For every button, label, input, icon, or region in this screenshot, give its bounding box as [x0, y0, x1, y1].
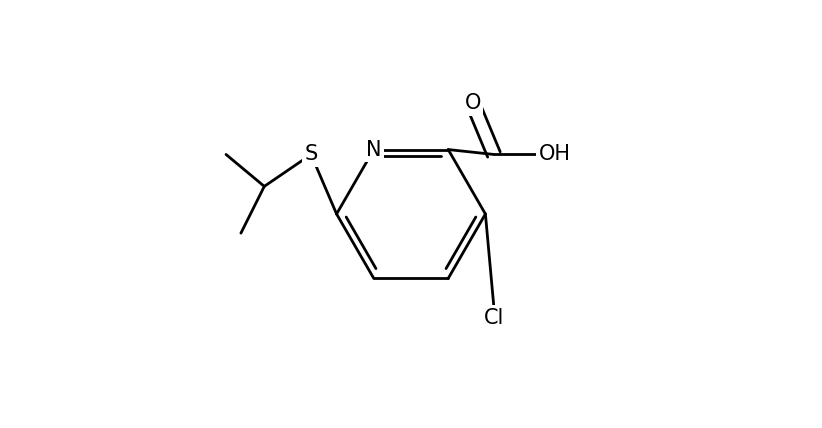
Text: O: O	[464, 93, 481, 113]
Text: Cl: Cl	[483, 308, 504, 327]
Text: OH: OH	[538, 145, 570, 164]
Text: N: N	[366, 140, 381, 160]
Text: S: S	[304, 145, 317, 164]
